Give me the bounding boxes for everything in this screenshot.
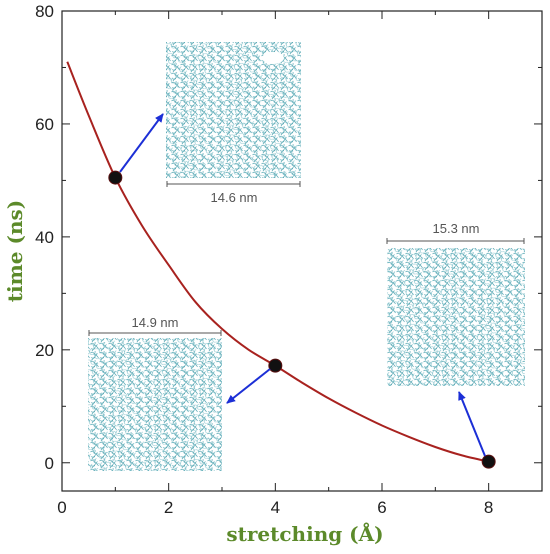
scale-label-14-9: 14.9 nm <box>132 315 179 330</box>
data-point <box>268 358 283 373</box>
data-markers <box>108 170 496 469</box>
data-point <box>481 454 496 469</box>
scale-label-15-3: 15.3 nm <box>433 221 480 236</box>
arrow-to-inset-15-3 <box>458 391 486 457</box>
x-tick-label: 8 <box>484 498 493 517</box>
scale-label-14-6: 14.6 nm <box>211 190 258 205</box>
inset-snapshot-14-6: 14.6 nm <box>166 42 301 205</box>
axis-ticks <box>61 10 543 491</box>
arrow-to-inset-14-9 <box>226 368 271 404</box>
x-tick-label: 2 <box>164 498 173 517</box>
plot-frame <box>61 10 543 492</box>
arrow-to-inset-14-6 <box>119 113 164 173</box>
x-tick-label: 4 <box>271 498 280 517</box>
y-tick-label: 0 <box>45 454 54 473</box>
x-tick-label: 6 <box>377 498 386 517</box>
x-tick-label: 0 <box>57 498 66 517</box>
y-tick-label: 60 <box>35 115 54 134</box>
inset-snapshot-14-9: 14.9 nm <box>88 315 222 471</box>
x-axis-title: stretching (Å) <box>226 522 383 546</box>
y-axis-title: time (ns) <box>3 200 27 302</box>
y-tick-label: 40 <box>35 228 54 247</box>
data-point <box>108 170 123 185</box>
inset-void <box>262 52 284 64</box>
y-tick-label: 80 <box>35 2 54 21</box>
inset-snapshot-15-3: 15.3 nm <box>386 221 525 386</box>
y-tick-label: 20 <box>35 341 54 360</box>
